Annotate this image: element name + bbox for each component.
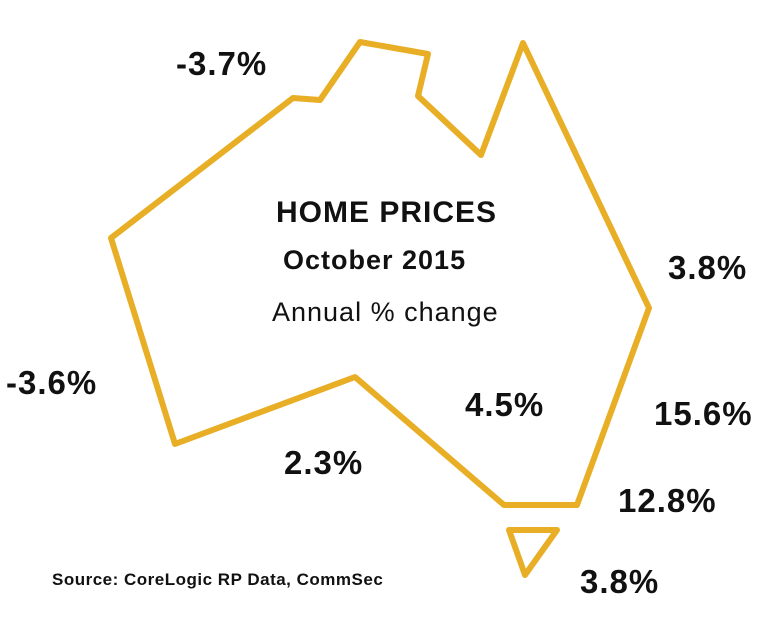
map-period: October 2015 [283, 245, 467, 275]
map-measure: Annual % change [272, 297, 499, 327]
region-qld-value: 3.8% [668, 249, 748, 286]
region-wa-value: -3.6% [6, 364, 98, 401]
map-title: HOME PRICES [276, 196, 498, 229]
region-sa-value: 2.3% [284, 444, 364, 481]
region-nt-value: -3.7% [176, 45, 268, 82]
region-nsw-value: 15.6% [654, 395, 753, 432]
region-vic-value: 12.8% [618, 482, 717, 519]
tasmania-outline [506, 527, 560, 578]
region-centre-value: 4.5% [465, 386, 545, 423]
mainland-outline [108, 39, 652, 508]
region-tas-value: 3.8% [580, 563, 660, 600]
source-note: Source: CoreLogic RP Data, CommSec [52, 570, 384, 589]
